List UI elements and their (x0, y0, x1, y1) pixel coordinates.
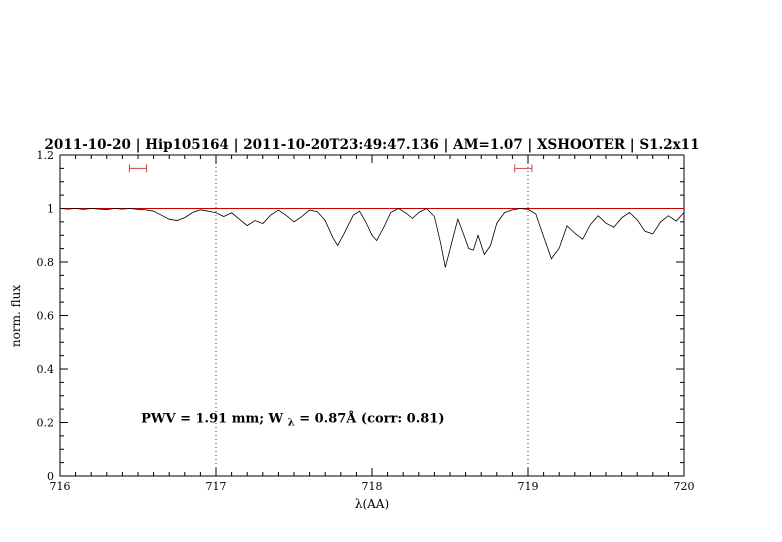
y-axis-ticks (60, 154, 684, 477)
x-axis-ticks (59, 155, 685, 476)
y-tick-label: 0 (47, 470, 54, 483)
annotation-part1: PWV = 1.91 mm; W (141, 412, 283, 427)
y-tick-label: 0.4 (37, 363, 55, 376)
pwv-band-markers (128, 164, 533, 173)
x-tick-label: 719 (518, 480, 539, 493)
y-tick-label: 0.8 (37, 256, 55, 269)
y-tick-label: 0.2 (37, 417, 55, 430)
y-axis-label: norm. flux (9, 285, 23, 347)
annotation-text: PWV = 1.91 mm; W λ = 0.87Å (corr: 0.81) (141, 411, 444, 430)
spectrum-line (59, 208, 685, 268)
annotation-part2: = 0.87Å (corr: 0.81) (299, 411, 444, 427)
x-tick-label: 720 (674, 480, 695, 493)
y-tick-label: 1 (47, 203, 54, 216)
x-axis-label: λ(AA) (355, 497, 389, 511)
x-tick-label: 718 (362, 480, 383, 493)
y-axis-tick-labels: 0 0.2 0.4 0.6 0.8 1 1.2 (37, 149, 55, 483)
x-axis-tick-labels: 716 717 718 719 720 (50, 480, 695, 493)
plot-frame (59, 154, 685, 477)
y-tick-label: 0.6 (37, 310, 55, 323)
plot-title: 2011-10-20 | Hip105164 | 2011-10-20T23:4… (45, 137, 700, 153)
y-tick-label: 1.2 (37, 149, 55, 162)
x-tick-label: 717 (206, 480, 227, 493)
x-tick-label: 716 (50, 480, 71, 493)
annotation-sub-lambda: λ (288, 418, 295, 429)
plot-frame-group: 716 717 718 719 720 0 0.2 0.4 0.6 0.8 1 1.2 (37, 149, 695, 493)
frame-rect (59, 154, 685, 477)
dotted-vlines (215, 155, 529, 476)
